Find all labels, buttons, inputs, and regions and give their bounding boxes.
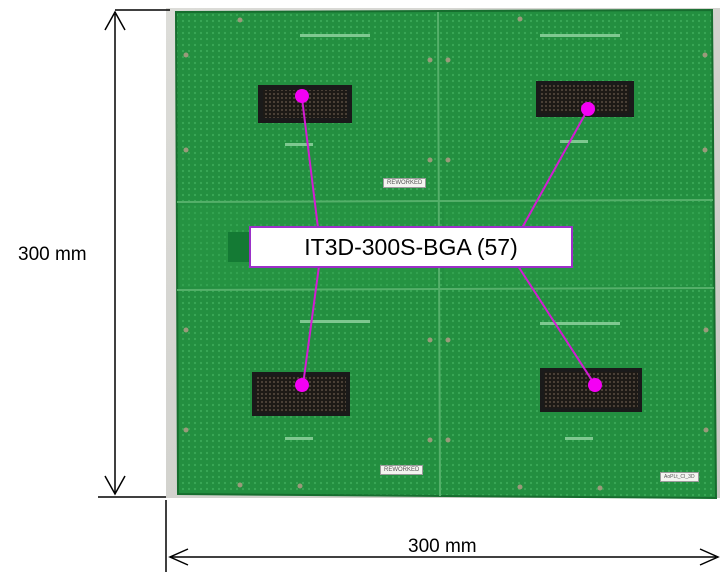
- reworked-sticker-bottom: REWORKED: [380, 465, 424, 475]
- height-label: 300 mm: [18, 244, 87, 265]
- board-id-label: AoPLt_CI_3D: [660, 472, 699, 482]
- callout-lines: [301, 97, 596, 386]
- width-dimension: [165, 500, 720, 572]
- top-right-connector: [536, 81, 634, 117]
- mounting-holes: [183, 16, 709, 491]
- silkscreen-marks: [285, 34, 620, 440]
- reworked-sticker-top: REWORKED: [383, 178, 427, 188]
- height-dimension: [98, 9, 170, 498]
- part-callout: IT3D-300S-BGA (57): [249, 226, 573, 268]
- callout-dots: [295, 89, 602, 392]
- width-label: 300 mm: [408, 536, 477, 557]
